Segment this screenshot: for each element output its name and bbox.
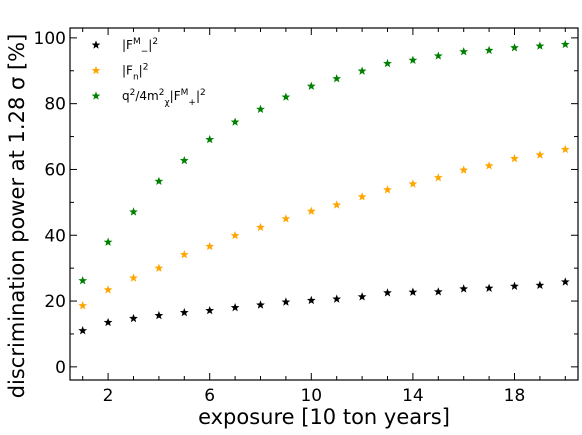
legend: |FM−|2 |Fn|2 q2/4m2χ|FM+|2: [91, 37, 206, 108]
data-point: [357, 192, 367, 201]
data-point: [357, 292, 367, 301]
data-point: [78, 301, 88, 310]
x-tick-label: 18: [504, 386, 526, 406]
data-point: [484, 283, 494, 292]
legend-label: q2/4m2χ|FM+|2: [122, 88, 206, 108]
data-point: [560, 39, 570, 49]
data-point: [332, 200, 342, 209]
data-point: [459, 284, 469, 293]
data-point: [154, 176, 164, 186]
data-point: [306, 81, 316, 90]
legend-marker: [91, 40, 101, 49]
data-point: [281, 92, 291, 101]
x-tick-label: 6: [204, 386, 215, 406]
y-tick-label: 40: [44, 226, 66, 246]
data-point: [510, 281, 519, 290]
x-tick-label: 14: [402, 386, 424, 406]
y-tick-label: 0: [55, 358, 66, 378]
data-point: [179, 250, 189, 259]
data-point: [484, 45, 494, 55]
data-point: [256, 104, 265, 113]
data-point: [332, 294, 342, 303]
plot-frame: [69, 27, 579, 381]
data-point: [129, 273, 138, 282]
y-tick-label: 60: [44, 160, 66, 180]
data-marks: [78, 39, 570, 335]
series-1: [78, 144, 570, 310]
series-2: [78, 39, 570, 285]
x-tick-label: 10: [300, 386, 322, 406]
legend-marker: [91, 65, 101, 75]
data-point: [306, 295, 316, 305]
data-point: [179, 155, 189, 165]
data-point: [230, 230, 240, 240]
legend-label: |FM−|2: [122, 37, 158, 57]
data-point: [103, 237, 113, 246]
data-point: [256, 300, 265, 309]
axes: 2 6 10 14 18 0 20 40 60 80 100: [34, 27, 579, 406]
x-tick-label: 2: [103, 386, 114, 406]
data-point: [560, 144, 570, 154]
data-point: [433, 173, 443, 182]
series-0: [78, 277, 570, 335]
data-point: [103, 317, 113, 327]
data-point: [408, 179, 418, 188]
data-point: [179, 307, 189, 317]
data-point: [230, 117, 240, 126]
data-point: [433, 51, 443, 60]
data-point: [510, 43, 519, 52]
data-point: [383, 58, 392, 68]
x-axis-label: exposure [10 ton years]: [198, 405, 450, 429]
data-point: [560, 277, 570, 286]
data-point: [154, 310, 164, 320]
data-point: [78, 326, 88, 335]
data-point: [459, 47, 469, 56]
data-point: [78, 276, 88, 285]
y-tick-label: 20: [44, 292, 66, 312]
data-point: [205, 134, 215, 144]
y-tick-label: 80: [44, 95, 66, 115]
data-point: [205, 241, 215, 251]
data-point: [383, 185, 392, 194]
data-point: [205, 305, 215, 315]
data-point: [230, 303, 240, 312]
y-axis-label: discrimination power at 1.28 σ [%]: [5, 34, 29, 399]
data-point: [383, 288, 392, 297]
data-point: [408, 287, 418, 296]
data-point: [459, 165, 469, 174]
data-point: [129, 313, 138, 323]
data-point: [154, 263, 164, 272]
data-point: [433, 287, 443, 296]
data-point: [408, 55, 418, 64]
data-point: [103, 285, 113, 294]
data-point: [484, 161, 494, 170]
data-point: [256, 222, 265, 232]
data-point: [535, 150, 545, 159]
data-point: [129, 207, 138, 216]
data-point: [535, 41, 545, 50]
data-point: [281, 214, 291, 223]
data-point: [357, 66, 367, 75]
legend-label: |Fn|2: [122, 63, 148, 83]
data-point: [306, 206, 316, 215]
data-point: [332, 74, 342, 83]
data-point: [281, 297, 291, 306]
data-point: [510, 154, 519, 163]
y-tick-label: 100: [34, 29, 66, 49]
data-point: [535, 280, 545, 289]
legend-marker: [91, 91, 101, 100]
